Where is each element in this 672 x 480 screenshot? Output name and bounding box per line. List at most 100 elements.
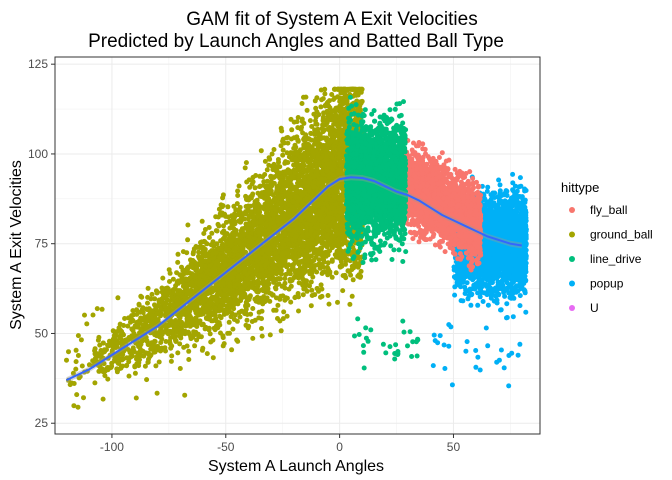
point-ground-ball (229, 347, 235, 353)
point-ground-ball (330, 172, 336, 178)
point-ground-ball (350, 277, 356, 283)
point-ground-ball (149, 291, 155, 297)
point-ground-ball (303, 94, 309, 100)
point-ground-ball (319, 229, 325, 235)
point-ground-ball (284, 237, 289, 243)
point-ground-ball (271, 147, 277, 152)
point-ground-ball (126, 373, 132, 379)
point-ground-ball (232, 211, 238, 217)
point-ground-ball (304, 107, 310, 113)
point-ground-ball (291, 242, 296, 248)
point-ground-ball (329, 274, 335, 280)
point-ground-ball (163, 339, 169, 344)
point-ground-ball (153, 363, 159, 369)
point-ground-ball (220, 195, 226, 201)
point-ground-ball (284, 150, 290, 156)
point-ground-ball (243, 160, 249, 166)
point-ground-ball (234, 318, 240, 324)
point-ground-ball (194, 244, 200, 250)
point-ground-ball (203, 324, 209, 330)
point-ground-ball (335, 299, 340, 305)
point-ground-ball (244, 272, 250, 278)
point-ground-ball (349, 293, 355, 299)
point-ground-ball (171, 287, 177, 293)
point-ground-ball (236, 183, 242, 189)
point-ground-ball (318, 250, 324, 255)
point-ground-ball (250, 335, 256, 341)
point-ground-ball (339, 186, 345, 191)
point-ground-ball (180, 249, 186, 255)
point-ground-ball (95, 351, 101, 357)
point-ground-ball (234, 201, 240, 207)
point-ground-ball (259, 308, 265, 314)
point-ground-ball (259, 326, 264, 331)
point-ground-ball (338, 259, 344, 265)
point-ground-ball (132, 370, 138, 376)
point-ground-ball (160, 275, 166, 281)
point-ground-ball (249, 193, 255, 199)
point-ground-ball (199, 218, 205, 224)
point-ground-ball (252, 185, 258, 191)
point-ground-ball (237, 314, 243, 320)
point-ground-ball (206, 235, 212, 240)
point-ground-ball (307, 268, 313, 274)
point-ground-ball (344, 101, 350, 107)
point-ground-ball (220, 203, 226, 209)
point-ground-ball (210, 355, 216, 361)
point-ground-ball (324, 216, 330, 222)
point-ground-ball (286, 268, 292, 274)
point-ground-ball (301, 143, 307, 149)
point-ground-ball (269, 183, 275, 189)
point-ground-ball (299, 101, 305, 106)
point-ground-ball (315, 126, 321, 132)
point-ground-ball (288, 116, 294, 122)
point-ground-ball (291, 162, 297, 168)
point-ground-ball (309, 236, 315, 242)
point-ground-ball (270, 211, 276, 217)
point-ground-ball (204, 351, 210, 357)
point-ground-ball (199, 239, 205, 245)
point-ground-ball (279, 241, 285, 247)
point-ground-ball (186, 348, 192, 354)
point-ground-ball (199, 254, 205, 260)
point-ground-ball (116, 340, 122, 346)
point-ground-ball (210, 318, 216, 324)
point-ground-ball (175, 259, 181, 265)
point-ground-ball (197, 318, 203, 324)
point-ground-ball (336, 167, 342, 173)
point-ground-ball (181, 268, 187, 273)
point-ground-ball (353, 91, 358, 97)
point-ground-ball (209, 230, 215, 236)
point-ground-ball (185, 237, 191, 243)
point-ground-ball (145, 285, 151, 291)
point-ground-ball (242, 242, 247, 248)
point-ground-ball (166, 267, 172, 273)
point-ground-ball (336, 86, 342, 92)
point-ground-ball (245, 325, 251, 331)
point-ground-ball (311, 184, 317, 190)
point-ground-ball (145, 342, 151, 348)
point-ground-ball (306, 149, 311, 155)
point-ground-ball (243, 309, 248, 315)
point-ground-ball (235, 193, 241, 198)
chart-title-line-2: Predicted by Launch Angles and Batted Ba… (88, 31, 504, 52)
point-ground-ball (278, 206, 284, 212)
point-ground-ball (259, 333, 265, 339)
point-ground-ball (267, 332, 273, 338)
point-ground-ball (319, 293, 325, 299)
point-ground-ball (232, 301, 238, 307)
point-ground-ball (221, 223, 226, 229)
point-ground-ball (302, 157, 308, 163)
point-ground-ball (194, 265, 200, 271)
point-ground-ball (249, 319, 255, 324)
point-ground-ball (251, 202, 257, 208)
point-ground-ball (307, 263, 313, 269)
point-ground-ball (335, 216, 341, 222)
point-ground-ball (340, 101, 346, 107)
point-ground-ball (301, 286, 307, 292)
point-ground-ball (282, 276, 288, 281)
point-ground-ball (256, 315, 262, 321)
point-ground-ball (299, 272, 305, 278)
point-ground-ball (293, 189, 299, 194)
point-ground-ball (332, 95, 338, 101)
